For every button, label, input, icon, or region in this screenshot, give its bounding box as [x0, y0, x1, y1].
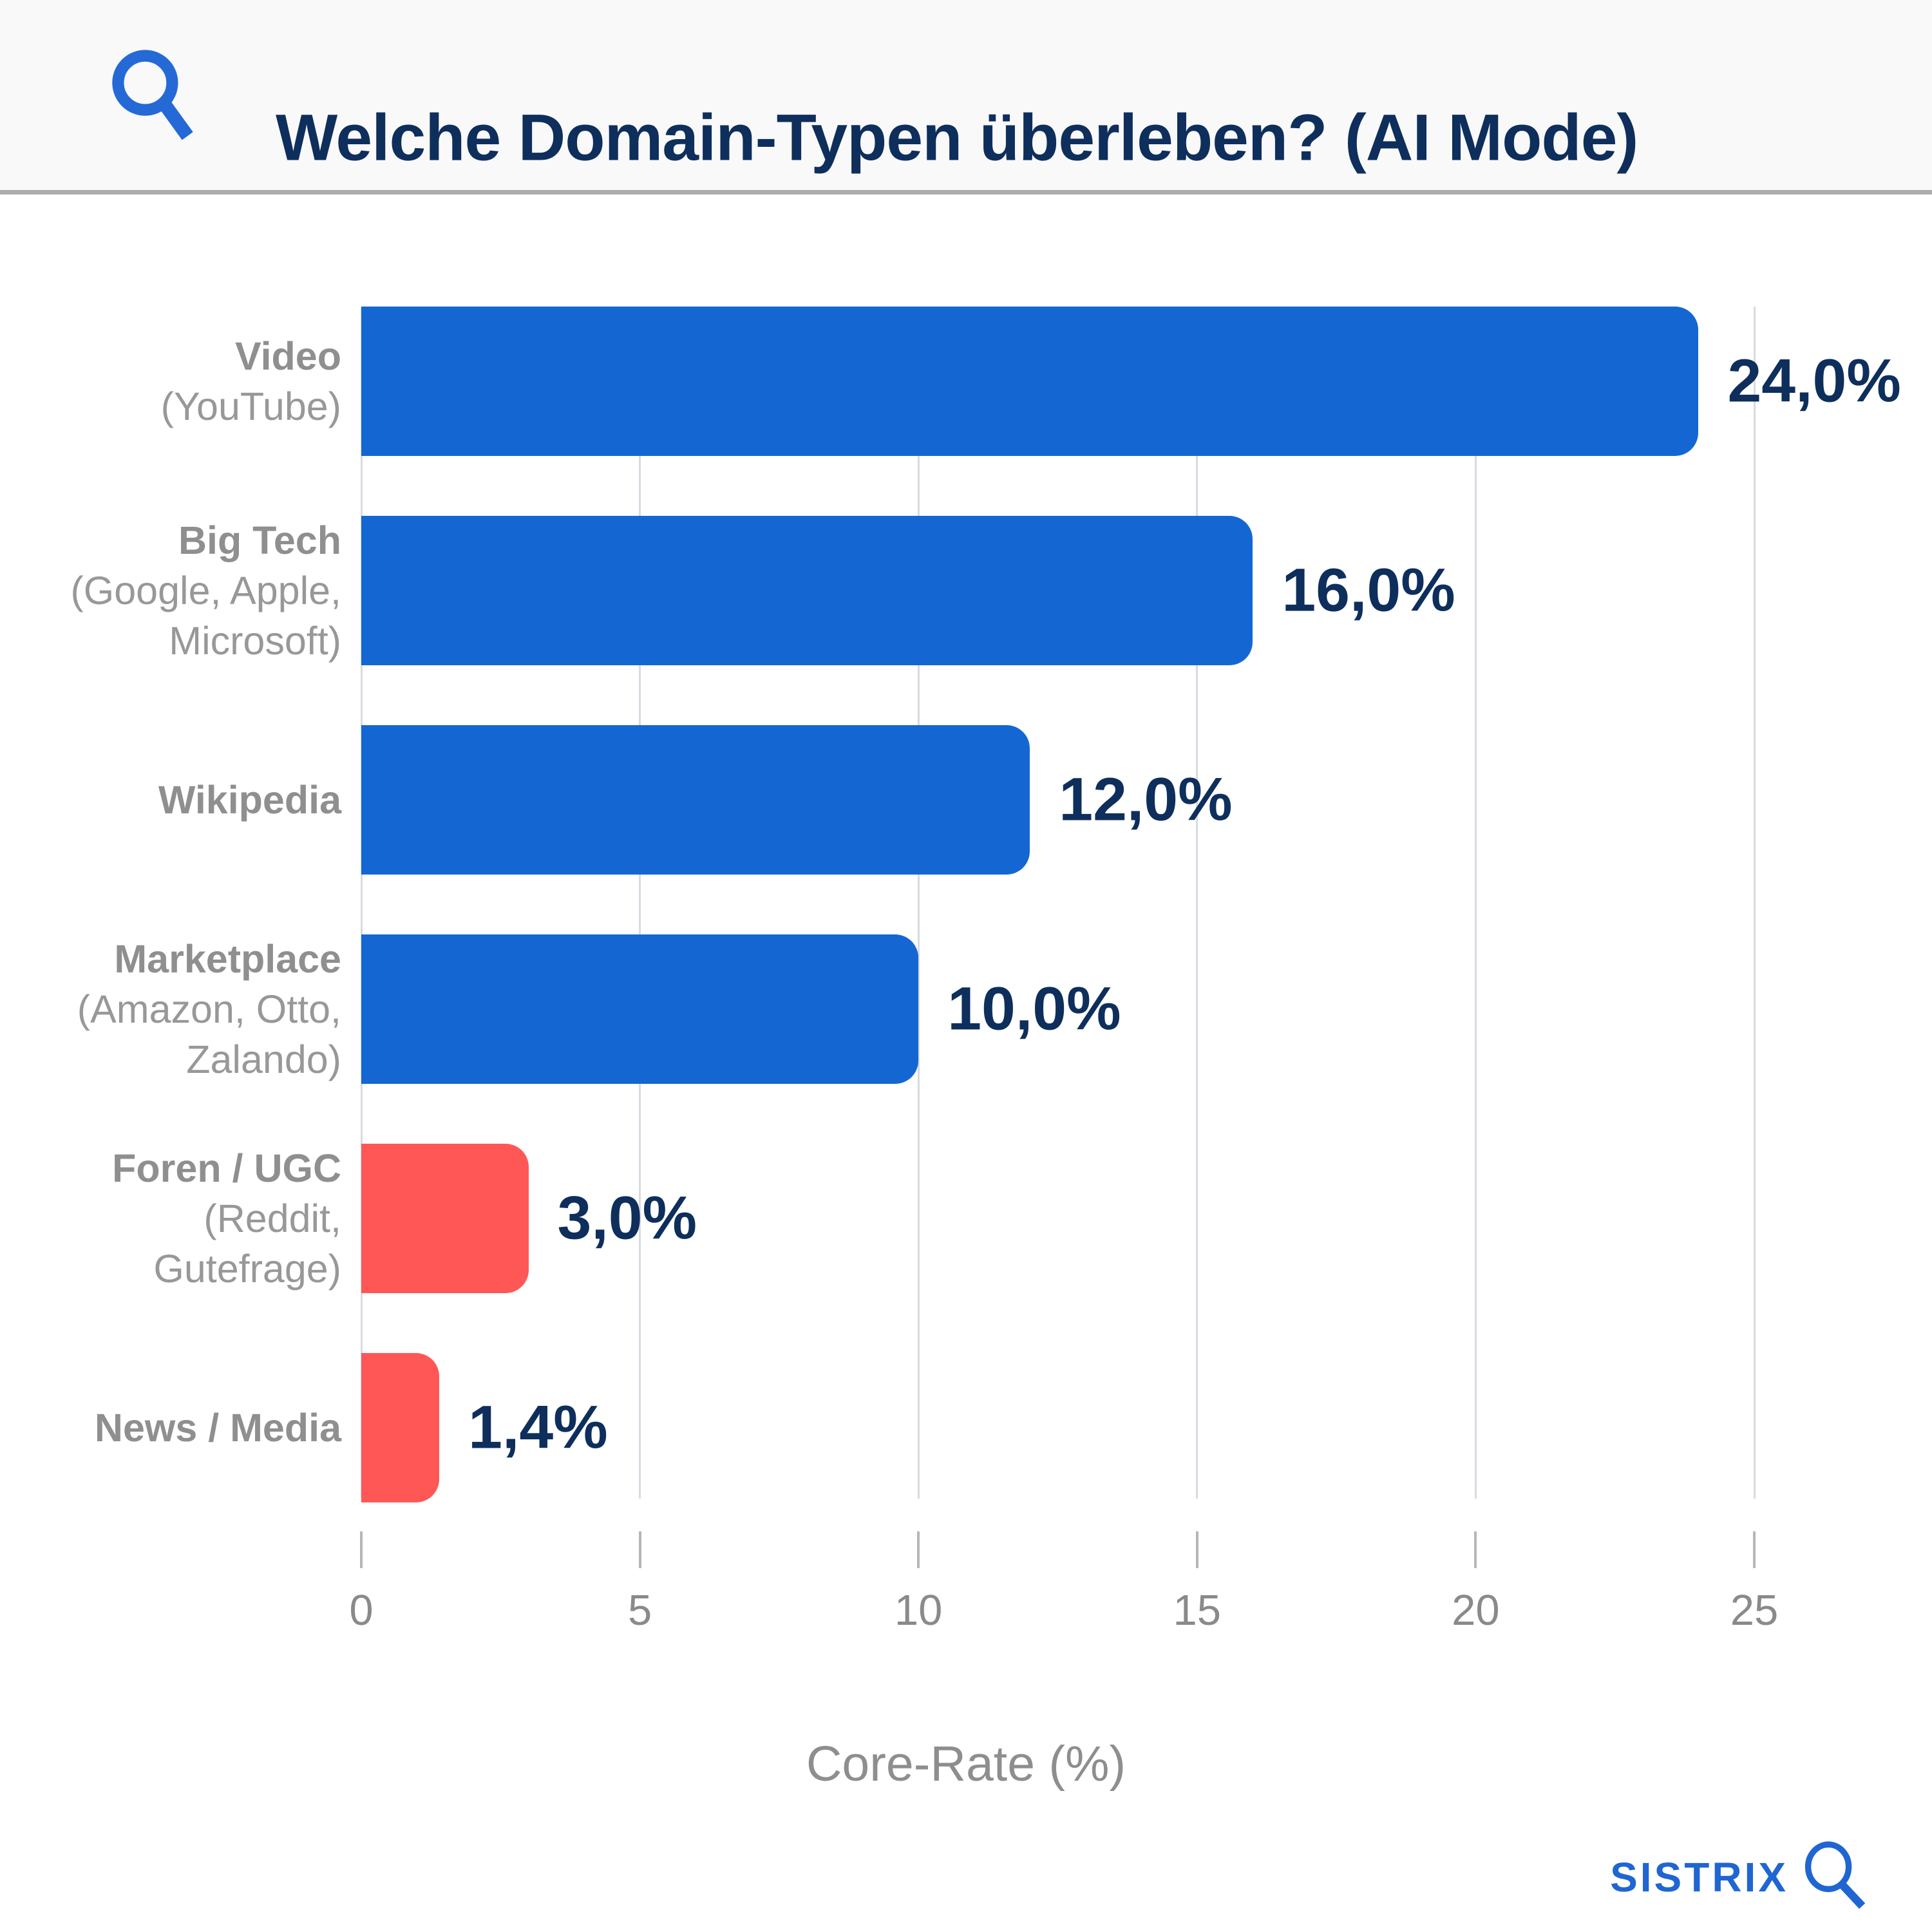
- category-label: Marketplace (Amazon, Otto, Zalando): [0, 934, 341, 1084]
- bar-2: [361, 725, 1030, 875]
- gridline: [1753, 307, 1756, 1499]
- x-axis-tick-label: 5: [627, 1586, 652, 1634]
- page-title: Welche Domain-Typen überleben? (AI Mode): [276, 100, 1638, 175]
- category-name: Wikipedia: [158, 778, 341, 822]
- value-label: 12,0%: [1059, 765, 1233, 834]
- gridline: [1196, 307, 1198, 1499]
- category-name: News / Media: [94, 1406, 341, 1450]
- category-name: Marketplace: [114, 937, 341, 981]
- x-axis-tick: [1195, 1531, 1198, 1568]
- x-axis-tick: [917, 1531, 920, 1568]
- x-axis-tick: [1474, 1531, 1477, 1568]
- category-name: Video: [235, 334, 341, 378]
- category-subtitle: (YouTube): [160, 384, 341, 428]
- bar-0: [361, 307, 1699, 456]
- category-subtitle: (Reddit,: [204, 1197, 341, 1240]
- bar-3: [361, 934, 919, 1084]
- x-axis-title: Core-Rate (%): [806, 1736, 1126, 1792]
- brand-footer: SISTRIX: [1610, 1840, 1868, 1914]
- category-label: Big Tech (Google, Apple, Microsoft): [0, 515, 341, 666]
- category-subtitle: Microsoft): [169, 619, 341, 663]
- category-label: Video (YouTube): [0, 331, 341, 431]
- x-axis-tick-label: 10: [894, 1586, 943, 1634]
- value-label: 1,4%: [468, 1393, 608, 1462]
- gridline: [360, 307, 363, 1499]
- value-label: 24,0%: [1727, 346, 1901, 415]
- category-subtitle: Gutefrage): [153, 1247, 341, 1291]
- category-name: Foren / UGC: [112, 1146, 341, 1190]
- search-icon: [112, 50, 193, 140]
- value-label: 3,0%: [557, 1184, 697, 1253]
- category-name: Big Tech: [178, 518, 341, 562]
- x-axis-tick: [1753, 1531, 1756, 1568]
- category-subtitle: (Amazon, Otto,: [77, 987, 341, 1031]
- category-label: Wikipedia: [0, 775, 341, 825]
- header: Welche Domain-Typen überleben? (AI Mode): [0, 0, 1932, 194]
- gridline: [917, 307, 920, 1499]
- logo-magnifier-icon: [1804, 1841, 1866, 1909]
- value-label: 10,0%: [947, 974, 1121, 1043]
- category-label: Foren / UGC (Reddit, Gutefrage): [0, 1143, 341, 1294]
- category-label: News / Media: [0, 1403, 341, 1453]
- x-axis-tick-label: 0: [349, 1586, 374, 1634]
- x-axis-tick-label: 20: [1452, 1586, 1500, 1634]
- bar-5: [361, 1353, 440, 1502]
- category-subtitle: Zalando): [186, 1037, 341, 1081]
- bar-4: [361, 1144, 529, 1293]
- x-axis-tick-label: 25: [1730, 1586, 1779, 1634]
- x-axis-tick-label: 15: [1173, 1586, 1222, 1634]
- gridline: [1474, 307, 1477, 1499]
- bar-1: [361, 516, 1253, 665]
- category-subtitle: (Google, Apple,: [70, 569, 341, 612]
- x-axis-tick: [638, 1531, 641, 1568]
- logo-text: SISTRIX: [1610, 1853, 1788, 1900]
- x-axis-tick: [360, 1531, 363, 1568]
- value-label: 16,0%: [1282, 556, 1455, 625]
- gridline: [639, 307, 641, 1499]
